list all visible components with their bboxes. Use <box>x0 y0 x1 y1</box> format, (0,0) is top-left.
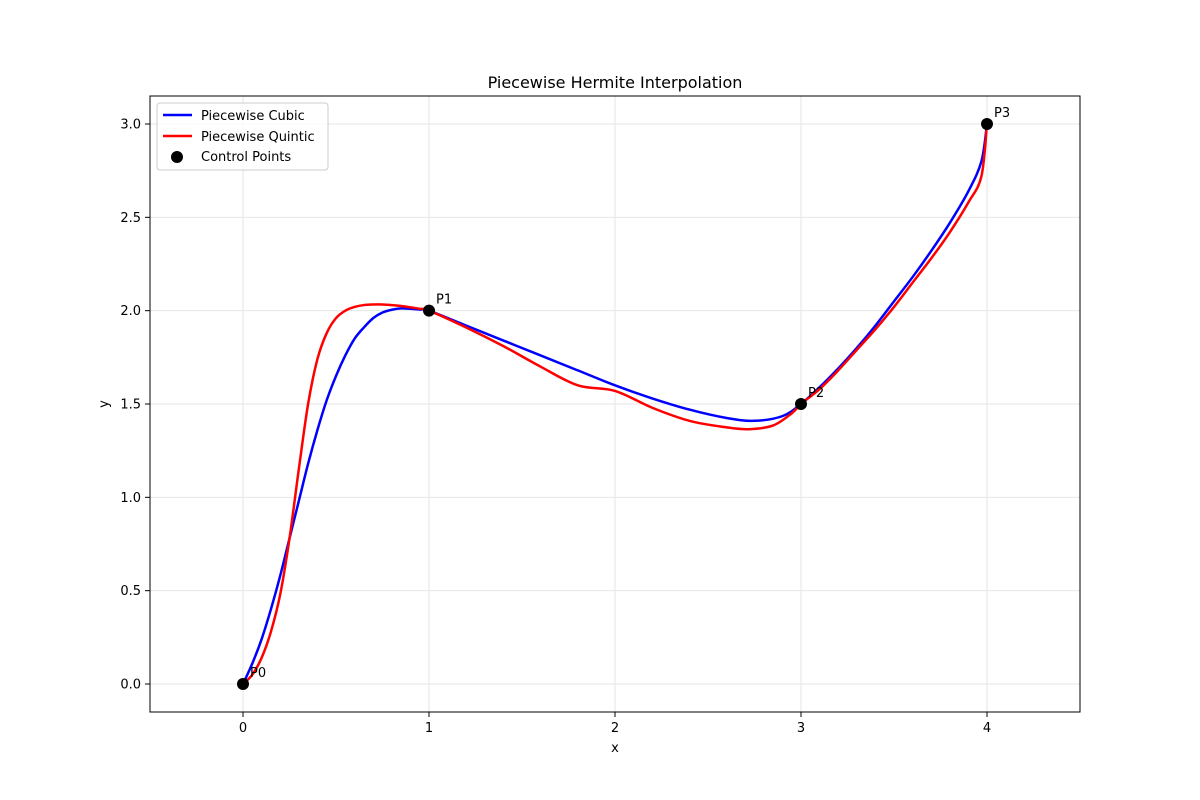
legend-box <box>156 102 329 171</box>
y-tick-label: 3.0 <box>120 118 141 133</box>
x-tick-label: 0 <box>239 721 247 736</box>
y-tick-label: 0.5 <box>120 584 141 599</box>
y-tick-label: 0.0 <box>120 678 141 693</box>
legend-label-quintic: Piecewise Quintic <box>201 130 315 145</box>
x-tick-label: 3 <box>797 721 805 736</box>
y-tick-label: 1.0 <box>120 491 141 506</box>
legend-label-cubic: Piecewise Cubic <box>201 109 305 124</box>
grid-lines <box>150 96 1080 712</box>
legend-swatch-control-points <box>171 151 183 163</box>
control-point-p3 <box>981 118 993 130</box>
y-axis-ticks: 0.0 0.5 1.0 1.5 2.0 2.5 3.0 <box>120 118 150 693</box>
y-tick-label: 2.0 <box>120 304 141 319</box>
control-point-label: P2 <box>808 386 824 401</box>
series-line-quintic <box>241 122 989 686</box>
control-point-p1 <box>423 304 435 317</box>
legend: Piecewise Cubic Piecewise Quintic Contro… <box>156 102 329 171</box>
chart-title: Piecewise Hermite Interpolation <box>488 73 743 92</box>
control-point-label: P1 <box>436 293 452 308</box>
legend-label-control-points: Control Points <box>201 150 291 165</box>
control-point-p0 <box>237 678 249 690</box>
x-tick-label: 2 <box>611 721 619 736</box>
x-tick-label: 1 <box>425 721 433 736</box>
x-axis-ticks: 0 1 2 3 4 <box>239 712 991 736</box>
series-line-cubic <box>241 122 989 686</box>
control-point-p2 <box>795 398 807 410</box>
y-tick-label: 1.5 <box>120 398 141 413</box>
x-axis-label: x <box>611 741 619 756</box>
control-point-label: P3 <box>994 106 1010 121</box>
control-points-layer: P0 P1 P2 P3 <box>237 106 1010 690</box>
series-layer <box>241 122 989 686</box>
y-tick-label: 2.5 <box>120 211 141 226</box>
x-tick-label: 4 <box>983 721 991 736</box>
control-point-label: P0 <box>250 666 266 681</box>
y-axis-label: y <box>97 400 112 408</box>
